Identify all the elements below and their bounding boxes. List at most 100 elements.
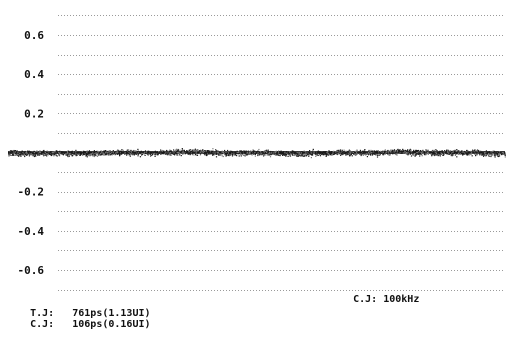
jitter-sample-point — [87, 152, 89, 154]
jitter-sample-point — [124, 152, 126, 154]
jitter-sample-point — [437, 151, 439, 153]
jitter-sample-point — [416, 153, 418, 155]
jitter-sample-point — [308, 153, 310, 155]
jitter-sample-point — [399, 150, 401, 152]
jitter-sample-point — [82, 151, 84, 153]
jitter-sample-point — [111, 154, 113, 156]
jitter-sample-point — [383, 153, 385, 155]
jitter-sample-point — [439, 155, 441, 157]
jitter-sample-point — [43, 152, 45, 154]
jitter-sample-point — [413, 149, 415, 151]
jitter-sample-point — [209, 151, 212, 153]
jitter-sample-point — [491, 154, 494, 156]
jitter-sample-point — [50, 151, 52, 153]
jitter-sample-point — [33, 150, 35, 152]
jitter-sample-point — [227, 151, 229, 154]
jitter-sample-point — [224, 154, 226, 156]
jitter-sample-point — [28, 153, 30, 155]
jitter-sample-point — [428, 152, 430, 154]
jitter-sample-point — [452, 153, 454, 155]
jitter-sample-point — [327, 151, 329, 154]
jitter-sample-point — [292, 150, 294, 152]
jitter-sample-point — [154, 154, 156, 156]
jitter-sample-point — [266, 151, 268, 154]
jitter-sample-point — [268, 154, 270, 156]
jitter-sample-point — [311, 152, 313, 154]
jitter-sample-point — [60, 152, 62, 154]
jitter-sample-point — [130, 152, 132, 154]
jitter-sample-point — [175, 149, 177, 151]
jitter-sample-point — [39, 150, 41, 152]
jitter-sample-point — [98, 151, 100, 153]
jitter-sample-point — [396, 154, 398, 156]
jitter-sample-point — [300, 153, 302, 155]
jitter-sample-point — [368, 154, 370, 156]
jitter-sample-point — [59, 150, 61, 152]
jitter-sample-point — [488, 151, 490, 153]
jitter-sample-point — [308, 152, 310, 154]
jitter-sample-point — [330, 151, 333, 153]
jitter-sample-point — [60, 153, 62, 155]
jitter-sample-point — [169, 153, 171, 155]
jitter-sample-point — [193, 151, 195, 153]
jitter-sample-point — [31, 153, 33, 155]
jitter-sample-point — [233, 152, 235, 154]
jitter-sample-point — [356, 149, 358, 151]
jitter-sample-point — [347, 151, 349, 153]
jitter-sample-point — [482, 154, 484, 156]
jitter-sample-point — [294, 154, 296, 156]
jitter-sample-point — [333, 153, 335, 155]
jitter-sample-point — [472, 150, 475, 152]
jitter-sample-point — [28, 150, 30, 152]
jitter-sample-point — [8, 154, 10, 156]
jitter-sample-point — [166, 149, 168, 152]
jitter-sample-point — [238, 155, 240, 157]
jitter-sample-point — [63, 151, 65, 153]
jitter-sample-point — [132, 153, 134, 155]
jitter-sample-point — [165, 152, 167, 154]
jitter-sample-point — [128, 150, 130, 152]
jitter-sample-point — [65, 154, 67, 156]
jitter-sample-point — [407, 149, 409, 151]
jitter-sample-point — [14, 150, 17, 152]
jitter-sample-point — [95, 151, 97, 153]
jitter-sample-point — [131, 151, 133, 153]
jitter-sample-point — [504, 153, 506, 155]
jitter-sample-point — [304, 154, 306, 156]
jitter-sample-point — [369, 151, 371, 153]
jitter-sample-point — [24, 150, 26, 153]
jitter-sample-point — [297, 153, 299, 155]
jitter-sample-point — [258, 148, 260, 151]
jitter-sample-point — [455, 152, 457, 155]
jitter-sample-point — [254, 151, 256, 153]
jitter-sample-point — [240, 150, 243, 152]
jitter-sample-point — [181, 150, 183, 152]
jitter-sample-point — [45, 154, 47, 156]
jitter-sample-point — [415, 150, 417, 152]
jitter-sample-point — [192, 151, 194, 153]
jitter-sample-point — [287, 155, 289, 157]
jitter-sample-point — [217, 153, 219, 155]
jitter-sample-point — [254, 153, 256, 155]
jitter-sample-point — [477, 149, 479, 151]
jitter-sample-point — [372, 153, 374, 155]
jitter-sample-point — [474, 153, 476, 155]
jitter-sample-point — [490, 155, 492, 157]
jitter-sample-point — [46, 154, 48, 156]
jitter-sample-point — [139, 156, 141, 158]
jitter-sample-point — [216, 153, 218, 155]
jitter-sample-point — [334, 151, 336, 153]
jitter-sample-point — [204, 151, 206, 153]
jitter-sample-point — [354, 154, 356, 156]
jitter-sample-point — [421, 150, 423, 152]
jitter-sample-point — [450, 152, 452, 154]
jitter-sample-point — [130, 154, 132, 156]
jitter-sample-point — [52, 154, 54, 156]
jitter-sample-point — [180, 155, 182, 157]
y-tick-label: 0.4 — [24, 68, 44, 81]
jitter-sample-point — [482, 153, 484, 155]
jitter-sample-point — [14, 154, 16, 156]
jitter-sample-point — [384, 149, 386, 151]
jitter-sample-point — [67, 154, 69, 156]
jitter-sample-point — [470, 153, 472, 155]
